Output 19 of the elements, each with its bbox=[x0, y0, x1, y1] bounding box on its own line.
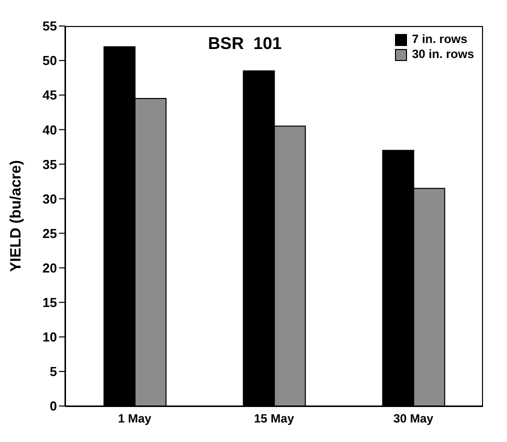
x-tick-label: 1 May bbox=[118, 412, 152, 426]
y-tick-label: 5 bbox=[50, 364, 57, 380]
y-tick-label: 15 bbox=[42, 294, 57, 310]
y-axis-title: YIELD (bu/acre) bbox=[7, 160, 24, 272]
x-tick-label: 30 May bbox=[393, 412, 434, 426]
y-tick-label: 35 bbox=[42, 156, 57, 172]
legend-label: 7 in. rows bbox=[412, 32, 468, 47]
y-tick-label: 20 bbox=[42, 260, 57, 276]
y-tick-label: 0 bbox=[50, 398, 57, 414]
text: BSR 101 bbox=[208, 34, 282, 54]
y-tick-label: 45 bbox=[42, 88, 57, 103]
y-tick-label: 40 bbox=[42, 122, 57, 138]
y-tick-label: 55 bbox=[42, 18, 57, 34]
y-tick-label: 30 bbox=[42, 191, 57, 206]
legend-label: 30 in. rows bbox=[412, 47, 474, 62]
y-tick-label: 25 bbox=[42, 226, 57, 241]
y-tick-label: 50 bbox=[42, 53, 57, 68]
y-tick-label: 10 bbox=[42, 330, 57, 345]
x-tick-label: 15 May bbox=[254, 412, 294, 426]
